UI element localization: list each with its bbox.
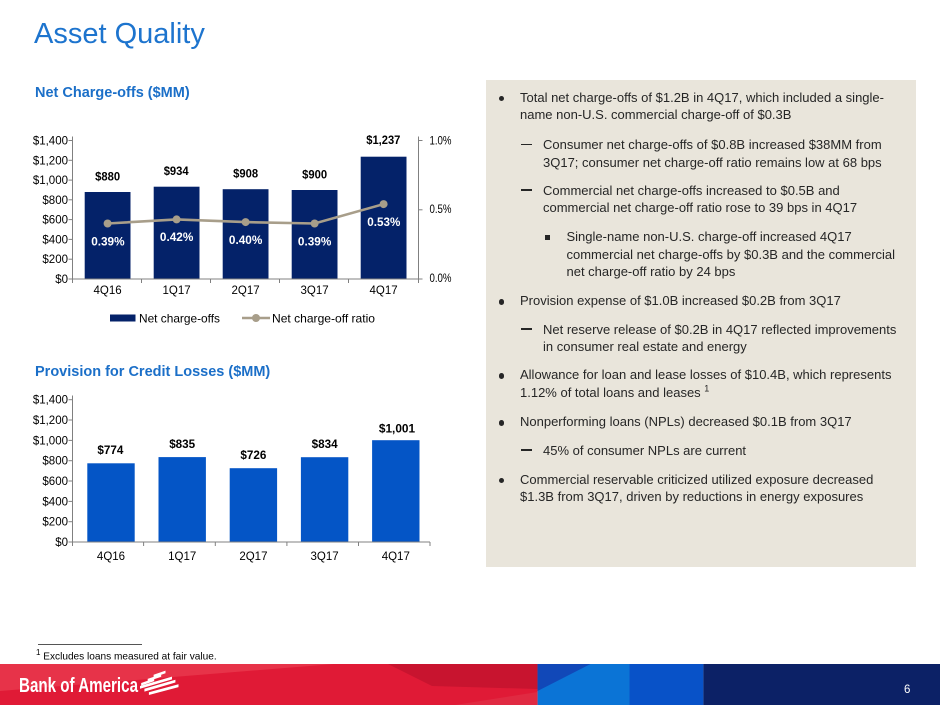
svg-text:$1,001: $1,001 [379, 422, 416, 436]
svg-text:$1,400: $1,400 [33, 395, 68, 407]
svg-text:$1,237: $1,237 [366, 133, 400, 147]
svg-text:0.0%: 0.0% [430, 273, 452, 285]
svg-text:$1,000: $1,000 [33, 435, 68, 447]
svg-text:0.40%: 0.40% [229, 233, 263, 247]
svg-text:$400: $400 [42, 234, 68, 246]
svg-text:$800: $800 [42, 195, 68, 207]
svg-text:Net charge-offs: Net charge-offs [139, 311, 220, 325]
svg-text:4Q16: 4Q16 [97, 551, 125, 563]
svg-text:Net charge-off ratio: Net charge-off ratio [272, 311, 375, 325]
svg-text:$726: $726 [240, 448, 266, 462]
svg-text:0.53%: 0.53% [367, 215, 400, 229]
svg-text:$908: $908 [233, 167, 258, 181]
svg-text:$600: $600 [42, 215, 68, 227]
svg-text:4Q16: 4Q16 [94, 285, 122, 297]
svg-text:0.42%: 0.42% [160, 230, 194, 244]
svg-text:0.5%: 0.5% [430, 204, 452, 216]
svg-text:0.39%: 0.39% [91, 234, 125, 248]
svg-text:0.39%: 0.39% [298, 234, 332, 248]
svg-text:4Q17: 4Q17 [370, 285, 398, 297]
svg-text:$200: $200 [42, 517, 68, 529]
svg-text:$800: $800 [42, 456, 68, 468]
svg-text:$1,000: $1,000 [33, 175, 68, 187]
svg-text:$835: $835 [169, 437, 195, 451]
svg-text:$880: $880 [95, 170, 120, 184]
svg-text:3Q17: 3Q17 [311, 551, 339, 563]
svg-text:$1,400: $1,400 [33, 136, 68, 148]
svg-text:$934: $934 [164, 164, 189, 178]
svg-text:$0: $0 [55, 274, 68, 286]
svg-text:$834: $834 [312, 437, 338, 451]
svg-text:$1,200: $1,200 [33, 155, 68, 167]
svg-text:3Q17: 3Q17 [301, 285, 329, 297]
svg-text:$1,200: $1,200 [33, 415, 68, 427]
svg-text:$900: $900 [302, 168, 327, 182]
svg-text:1.0%: 1.0% [430, 136, 452, 148]
svg-text:$600: $600 [42, 476, 68, 488]
svg-text:$774: $774 [97, 443, 123, 457]
svg-text:4Q17: 4Q17 [382, 551, 410, 563]
svg-text:2Q17: 2Q17 [232, 285, 260, 297]
svg-text:$200: $200 [42, 254, 68, 266]
svg-text:6: 6 [904, 684, 910, 696]
svg-text:1Q17: 1Q17 [168, 551, 196, 563]
svg-text:Bank of America: Bank of America [19, 675, 139, 697]
svg-text:1Q17: 1Q17 [163, 285, 191, 297]
svg-text:$400: $400 [42, 496, 68, 508]
svg-text:2Q17: 2Q17 [239, 551, 267, 563]
svg-text:$0: $0 [55, 537, 68, 549]
